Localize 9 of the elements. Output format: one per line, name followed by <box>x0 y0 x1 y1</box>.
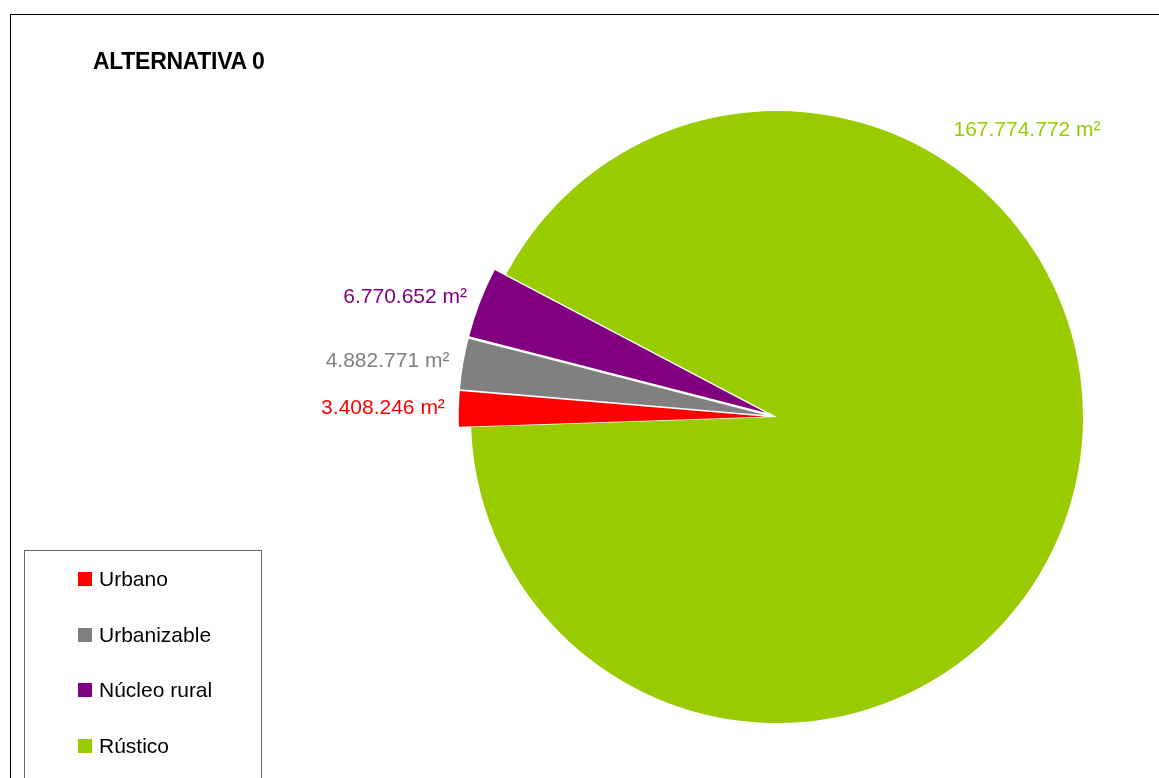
chart-title: ALTERNATIVA 0 <box>93 48 265 75</box>
data-label: 3.408.246 m² <box>321 395 445 419</box>
legend-label: Núcleo rural <box>99 678 213 703</box>
legend-label: Urbanizable <box>99 622 212 647</box>
data-label: 167.774.772 m² <box>953 116 1101 140</box>
data-label: 4.882.771 m² <box>325 348 450 372</box>
legend-label: Rústico <box>99 733 170 758</box>
legend-label: Urbano <box>99 567 168 591</box>
data-label: 6.770.652 m² <box>343 284 468 308</box>
